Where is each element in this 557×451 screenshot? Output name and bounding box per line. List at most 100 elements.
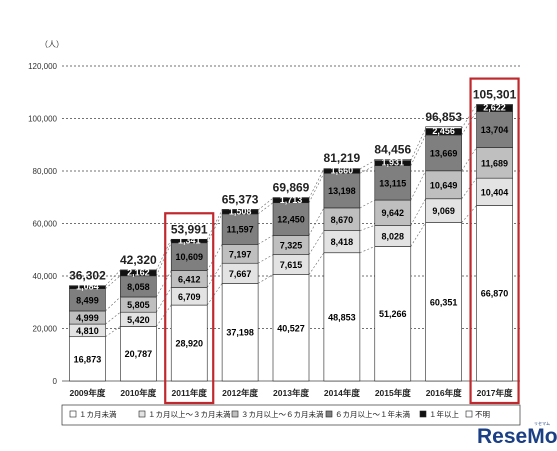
- bar-segment: [221, 283, 259, 382]
- watermark-logo: ReseMom: [477, 425, 557, 448]
- bar-segment: [170, 238, 208, 244]
- connector-line: [206, 244, 223, 271]
- highlight-frame: [469, 77, 520, 405]
- segment-value-label: 8,499: [76, 295, 99, 305]
- category-label: 2011年度: [171, 388, 207, 398]
- connector-line: [156, 242, 172, 276]
- segment-value-label: 7,325: [280, 241, 303, 251]
- category-label: 2014年度: [324, 388, 360, 398]
- category-label: 2012年度: [222, 388, 258, 398]
- segment-value-label: 9,642: [382, 208, 405, 218]
- connector-line: [206, 283, 223, 306]
- bar-segment: [476, 111, 513, 148]
- segment-value-label: 37,198: [226, 328, 254, 338]
- segment-value-label: 7,615: [280, 260, 303, 270]
- y-unit-label: （人）: [40, 40, 64, 49]
- connector-line: [359, 160, 375, 170]
- connector-line: [308, 207, 325, 236]
- connector-line: [257, 197, 274, 211]
- y-tick-label: 20,000: [33, 325, 58, 334]
- bar-segment: [221, 213, 259, 245]
- total-value-label: 53,991: [171, 222, 208, 236]
- connector-line: [359, 199, 375, 209]
- y-tick-label: 40,000: [33, 272, 58, 281]
- legend-label: 不明: [475, 410, 490, 419]
- segment-value-label: 13,115: [379, 178, 406, 188]
- segment-value-label: 66,870: [481, 289, 509, 299]
- bar-segment: [476, 205, 513, 382]
- y-tick-label: 120,000: [28, 62, 57, 71]
- segment-value-label: 40,527: [277, 323, 305, 333]
- segment-value-label: 13,704: [481, 125, 509, 135]
- total-value-label: 96,853: [425, 110, 462, 124]
- legend-swatch: [138, 410, 146, 418]
- segment-value-label: 2,456: [432, 126, 455, 136]
- legend-swatch: [231, 410, 239, 418]
- legend-label: １年以上: [429, 409, 459, 419]
- segment-value-label: 1,084: [76, 282, 99, 292]
- connector-line: [461, 111, 477, 136]
- segment-value-label: 60,351: [430, 297, 458, 307]
- bar-segment: [374, 165, 412, 201]
- category-label: 2015年度: [375, 388, 411, 398]
- legend-label: ３カ月以上～６カ月未満: [241, 409, 324, 419]
- segment-value-label: 10,609: [175, 252, 203, 262]
- connector-line: [410, 198, 426, 226]
- total-value-label: 84,456: [374, 142, 411, 156]
- total-value-label: 69,869: [273, 181, 310, 195]
- segment-value-label: 6,709: [178, 292, 201, 302]
- segment-value-label: 16,873: [74, 354, 102, 364]
- bar-segment: [323, 252, 361, 382]
- y-tick-label: 0: [53, 377, 58, 386]
- connector-line: [359, 165, 375, 174]
- connector-line: [206, 263, 223, 288]
- bar-segment: [323, 172, 361, 209]
- segment-value-label: 8,670: [331, 215, 354, 225]
- connector-line: [206, 209, 223, 240]
- connector-line: [156, 287, 172, 313]
- watermark-subtext: リセマム: [534, 421, 550, 426]
- highlight-frame: [164, 212, 215, 405]
- category-label: 2016年度: [426, 388, 462, 398]
- segment-value-label: 4,999: [76, 313, 99, 323]
- bar-segment: [272, 202, 310, 236]
- total-value-label: 65,373: [222, 192, 259, 206]
- segment-value-label: 12,450: [277, 215, 305, 225]
- bar-segment: [120, 326, 157, 382]
- total-value-label: 42,320: [120, 253, 157, 267]
- segment-value-label: 51,266: [379, 309, 407, 319]
- bar-segment: [170, 242, 208, 271]
- bar-segment: [69, 285, 106, 287]
- legend-label: ６カ月以上～１年未満: [335, 409, 410, 419]
- segment-value-label: 6,412: [178, 275, 201, 285]
- connector-line: [257, 254, 274, 264]
- segment-value-label: 2,622: [483, 103, 506, 113]
- category-label: 2013年度: [273, 388, 309, 398]
- connector-line: [308, 168, 325, 199]
- segment-value-label: 1,660: [331, 166, 354, 176]
- segment-value-label: 8,418: [331, 237, 354, 247]
- connector-line: [410, 134, 426, 166]
- segment-value-label: 7,197: [229, 249, 252, 259]
- segment-value-label: 5,805: [127, 300, 150, 310]
- legend-swatch: [419, 410, 427, 418]
- segment-value-label: 1,713: [280, 195, 303, 205]
- segment-value-label: 28,920: [175, 339, 203, 349]
- segment-value-label: 10,404: [481, 187, 509, 197]
- legend-box: [61, 404, 521, 426]
- segment-value-label: 11,597: [227, 225, 254, 235]
- segment-value-label: 2,162: [127, 267, 150, 277]
- y-tick-label: 80,000: [33, 167, 58, 176]
- bar-segment: [69, 336, 106, 382]
- category-label: 2010年度: [120, 388, 156, 398]
- legend-label: １カ月以上～３カ月未満: [148, 409, 231, 419]
- connector-line: [105, 275, 121, 289]
- connector-line: [461, 104, 477, 129]
- segment-value-label: 1,341: [178, 236, 201, 246]
- connector-line: [308, 230, 325, 255]
- connector-line: [105, 326, 121, 337]
- connector-line: [105, 296, 121, 312]
- segment-value-label: 8,028: [382, 231, 405, 241]
- bar-segment: [170, 304, 208, 382]
